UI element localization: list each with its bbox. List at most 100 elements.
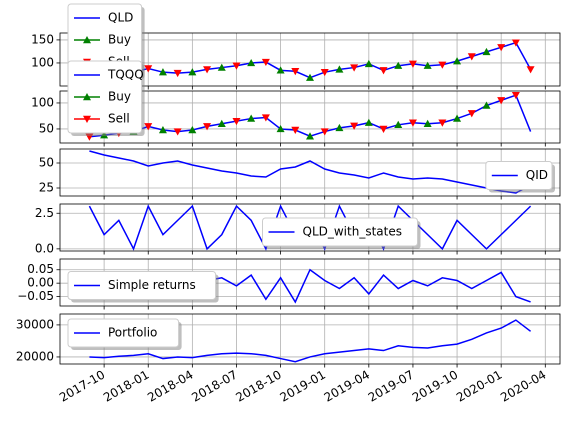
marker [261,114,270,122]
subplot: 50 100 TQQQ Buy Sell [31,60,561,147]
marker [144,123,153,131]
subplot: −0.050.000.05 Simple returns [17,258,561,310]
legend-label: TQQQ [107,68,144,82]
legend-box [67,271,217,300]
marker [291,126,300,134]
marker [232,62,241,70]
marker [408,60,417,68]
y-tick-label: 150 [31,32,54,46]
marker [394,120,403,128]
marker [261,58,270,67]
legend-label: Buy [108,33,131,47]
x-tick-label: 2017-10 [57,368,107,405]
legend-box [67,60,143,134]
series-line [89,150,531,194]
marker [467,53,476,61]
marker [350,122,359,130]
marker [408,119,417,127]
x-tick-label: 2018-07 [189,368,239,405]
marker [526,66,535,74]
marker [158,68,167,76]
y-tick-label: 0.0 [35,241,54,255]
axes-frame [59,258,561,307]
marker [511,39,520,47]
marker [423,119,432,127]
marker [217,119,226,127]
legend-box [67,318,180,348]
axes-frame [59,203,561,252]
marker [306,73,314,81]
marker [335,123,344,132]
legend-marker [83,36,91,44]
legend: QID [485,161,555,193]
axes-frame [59,148,561,197]
legend-label: Portfolio [108,326,157,340]
legend-marker [83,93,91,101]
x-tick-label: 2020-04 [498,368,548,405]
legend-label: QID [526,168,548,182]
marker [438,61,447,69]
marker [188,68,197,76]
axes-frame [59,32,561,87]
marker [217,63,226,71]
axes-frame [59,90,561,144]
legend: QLD_with_states [262,217,421,249]
marker [379,125,388,133]
marker [453,114,462,122]
legend: Portfolio [67,318,182,350]
y-tick-label: 0.05 [27,262,54,276]
y-tick-label: 100 [31,95,54,109]
marker [173,128,182,136]
marker [291,68,300,76]
marker [438,119,447,127]
legend-label: Simple returns [108,278,196,292]
subplot: 25 50 QID [39,148,561,200]
marker [320,68,329,77]
x-tick-label: 2018-10 [233,368,283,405]
marker [306,132,314,140]
marker [158,126,167,134]
subplot: 2017-102018-012018-042018-072018-102019-… [16,313,561,405]
y-tick-label: 100 [31,55,54,69]
subplot: 0.0 2.5 QLD_with_states [35,203,561,255]
legend-label: QLD_with_states [303,225,402,239]
x-tick-label: 2019-07 [366,368,416,405]
marker [335,65,344,73]
x-tick-label: 2018-01 [101,368,151,405]
marker [203,123,212,131]
legend-label: QLD [108,11,133,25]
marker [276,124,285,133]
marker [497,44,506,52]
marker [482,47,491,56]
x-tick-label: 2019-10 [410,368,460,405]
legend-label: Sell [108,112,130,126]
y-tick-label: 30000 [16,317,54,331]
x-tick-label: 2020-01 [454,368,504,405]
y-tick-label: 50 [39,121,54,135]
marker [350,64,359,72]
marker [453,57,462,65]
marker [247,58,256,67]
marker [232,117,241,126]
marker [511,91,520,100]
legend: Simple returns [67,271,219,303]
marker [423,61,432,69]
y-tick-label: 0.00 [27,276,54,290]
marker [497,97,506,105]
marker [364,118,373,126]
y-tick-label: 2.5 [35,206,54,220]
legend-label: Buy [108,90,131,104]
axes-frame [59,313,561,365]
legend: TQQQ Buy Sell [67,60,145,136]
marker [482,101,491,109]
marker [320,128,329,136]
legend-box [262,217,418,247]
plot-area [60,149,560,196]
marker [247,114,256,122]
marker [379,67,388,75]
marker [188,126,197,134]
series-line [89,319,532,363]
x-tick-label: 2019-04 [322,368,372,405]
